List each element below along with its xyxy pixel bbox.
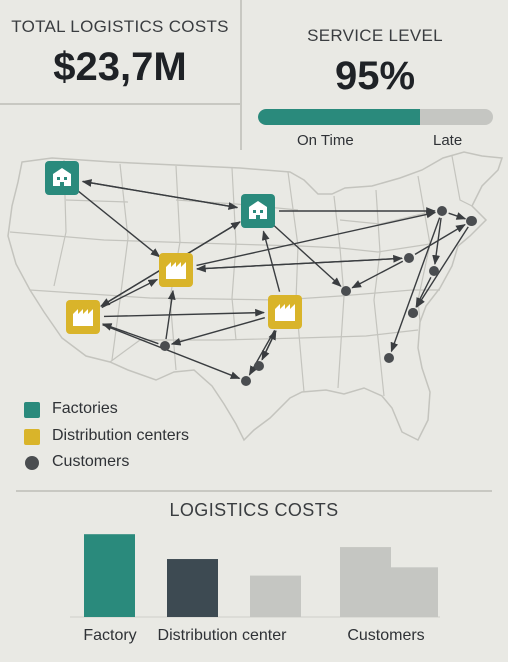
logistics-costs-chart: Factory Distribution center Customers — [70, 534, 440, 644]
customer-marker — [437, 206, 447, 216]
factory-marker — [45, 161, 79, 195]
customer-dot — [25, 456, 39, 470]
flow-arrow — [351, 260, 404, 289]
service-level-value: 95% — [334, 54, 416, 98]
flow-arrow — [165, 289, 176, 340]
flow-arrow — [195, 257, 403, 273]
factory-marker — [241, 194, 275, 228]
customer-marker — [429, 266, 439, 276]
flow-arrow — [390, 217, 441, 353]
flow-arrow — [101, 323, 159, 345]
warehouse-icon — [166, 262, 186, 279]
customer-marker — [254, 361, 264, 371]
chart-title: LOGISTICS COSTS — [169, 500, 339, 520]
flow-arrow — [77, 190, 161, 258]
flow-arrow — [103, 308, 265, 318]
x-tick-label: Distribution center — [158, 627, 288, 644]
flow-arrow — [414, 223, 466, 256]
flow-arrow — [415, 276, 432, 308]
kpi-underline — [0, 103, 240, 105]
flow-arrow — [81, 179, 238, 209]
total-costs-title: TOTAL LOGISTICS COSTS — [11, 17, 229, 36]
customer-marker — [241, 376, 251, 386]
factory-icon — [249, 201, 267, 219]
legend-label: Customers — [52, 453, 130, 470]
bar — [250, 575, 301, 617]
customer-marker — [341, 286, 351, 296]
flow-arrow — [261, 330, 277, 360]
flow-arrow — [416, 226, 469, 308]
service-level-kpi: SERVICE LEVEL 95% On Time Late — [242, 0, 508, 149]
bar — [167, 559, 218, 617]
bar — [84, 534, 135, 617]
flow-arrow — [101, 278, 159, 309]
distribution-center-marker — [66, 300, 100, 334]
late-label: Late — [433, 132, 463, 149]
customer-marker — [404, 253, 414, 263]
kpi-divider — [240, 0, 242, 150]
warehouse-icon — [73, 309, 93, 326]
customer-marker — [384, 353, 394, 363]
service-level-title: SERVICE LEVEL — [307, 26, 443, 45]
x-tick-label: Customers — [347, 627, 424, 644]
factory-icon — [53, 168, 71, 186]
total-costs-value: $23,7M — [53, 45, 187, 89]
bar — [340, 547, 391, 617]
total-logistics-costs-kpi: TOTAL LOGISTICS COSTS $23,7M — [0, 0, 240, 103]
factory-swatch — [24, 402, 40, 418]
x-tick-label: Factory — [83, 627, 136, 644]
legend-label: Factories — [52, 400, 118, 417]
flow-arrow — [448, 212, 467, 220]
flow-arrow — [261, 230, 281, 292]
on-time-label: On Time — [297, 132, 354, 149]
supply-network-map — [7, 151, 504, 442]
distribution-swatch — [24, 429, 40, 445]
flow-arrow — [170, 317, 265, 346]
flow-arrow — [196, 210, 437, 267]
bar — [387, 567, 438, 617]
customer-marker — [408, 308, 418, 318]
customer-marker — [160, 341, 170, 351]
on-time-fill — [258, 109, 421, 125]
flow-arrow — [102, 324, 241, 380]
service-level-bar — [258, 109, 493, 125]
flow-arrow — [273, 224, 342, 287]
legend-label: Distribution centers — [52, 427, 189, 444]
section-divider — [16, 490, 492, 492]
distribution-center-marker — [268, 295, 302, 329]
distribution-center-marker — [159, 253, 193, 287]
warehouse-icon — [275, 304, 295, 321]
customer-marker — [466, 216, 476, 226]
